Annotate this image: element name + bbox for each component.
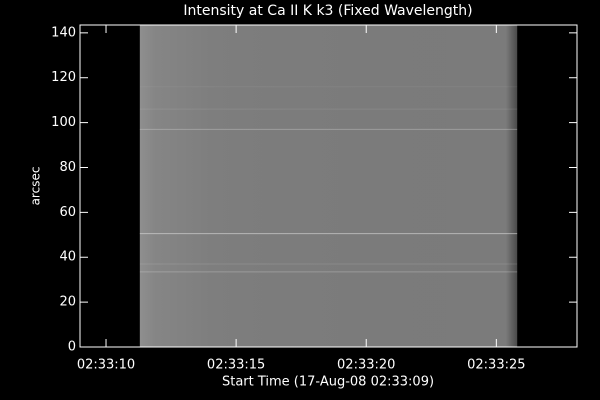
image-layer bbox=[139, 25, 518, 347]
y-tick-label: 20 bbox=[59, 295, 76, 310]
plot-frame bbox=[79, 24, 578, 348]
y-tick-label: 120 bbox=[51, 70, 76, 85]
x-tick-label: 02:33:20 bbox=[337, 358, 395, 373]
x-tick-label: 02:33:15 bbox=[207, 358, 265, 373]
x-tick-label: 02:33:25 bbox=[467, 358, 525, 373]
y-tick-label: 100 bbox=[51, 115, 76, 130]
image-shading bbox=[139, 25, 518, 347]
y-tick-label: 140 bbox=[51, 25, 76, 40]
y-tick-label: 40 bbox=[59, 250, 76, 265]
y-tick-label: 60 bbox=[59, 205, 76, 220]
chart-title: Intensity at Ca II K k3 (Fixed Wavelengt… bbox=[183, 3, 472, 19]
y-axis-label: arcsec bbox=[29, 167, 43, 206]
y-tick-label: 0 bbox=[68, 340, 76, 355]
y-tick-label: 80 bbox=[59, 160, 76, 175]
x-axis-label: Start Time (17-Aug-08 02:33:09) bbox=[222, 375, 434, 390]
x-tick-label: 02:33:10 bbox=[77, 358, 135, 373]
